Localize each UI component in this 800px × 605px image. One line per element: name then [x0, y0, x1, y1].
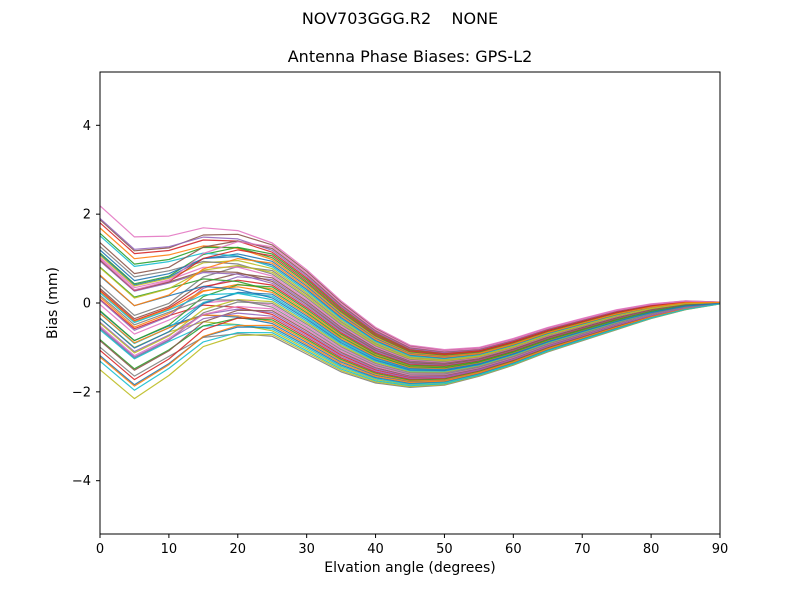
x-axis-label: Elvation angle (degrees)	[324, 560, 495, 576]
y-tick-label: 0	[83, 297, 91, 312]
x-tick-label: 60	[505, 542, 522, 557]
x-tick-label: 50	[436, 542, 453, 557]
series-line	[99, 227, 721, 357]
x-tick-label: 0	[96, 542, 104, 557]
series-line	[99, 241, 721, 352]
series-line	[99, 275, 721, 372]
series-lines	[99, 205, 721, 400]
y-tick-label: −4	[72, 474, 91, 489]
x-tick-label: 70	[574, 542, 591, 557]
series-line	[99, 264, 721, 362]
series-line	[99, 259, 721, 365]
axes-title: Antenna Phase Biases: GPS-L2	[288, 47, 533, 66]
series-line	[99, 266, 721, 369]
x-tick-label: 30	[298, 542, 315, 557]
x-tick-label: 80	[643, 542, 660, 557]
series-line	[99, 205, 721, 351]
series-line	[99, 249, 721, 356]
figure-suptitle: NOV703GGG.R2 NONE	[302, 9, 498, 28]
series-line	[99, 302, 721, 379]
y-tick-label: 4	[83, 119, 91, 134]
series-line	[99, 232, 721, 356]
series-line	[99, 258, 721, 358]
series-line	[99, 303, 721, 387]
x-tick-label: 20	[230, 542, 247, 557]
y-tick-label: 2	[83, 208, 91, 223]
y-tick-label: −2	[72, 385, 91, 400]
axes: 0 10 20 30 40 50 60 70 80 90 −4 −2 0 2 4	[72, 71, 729, 557]
x-tick-label: 90	[712, 542, 729, 557]
series-line	[99, 303, 721, 391]
x-tick-label: 10	[161, 542, 178, 557]
x-tick-label: 40	[367, 542, 384, 557]
y-axis-label: Bias (mm)	[45, 267, 61, 339]
series-line	[99, 294, 721, 375]
